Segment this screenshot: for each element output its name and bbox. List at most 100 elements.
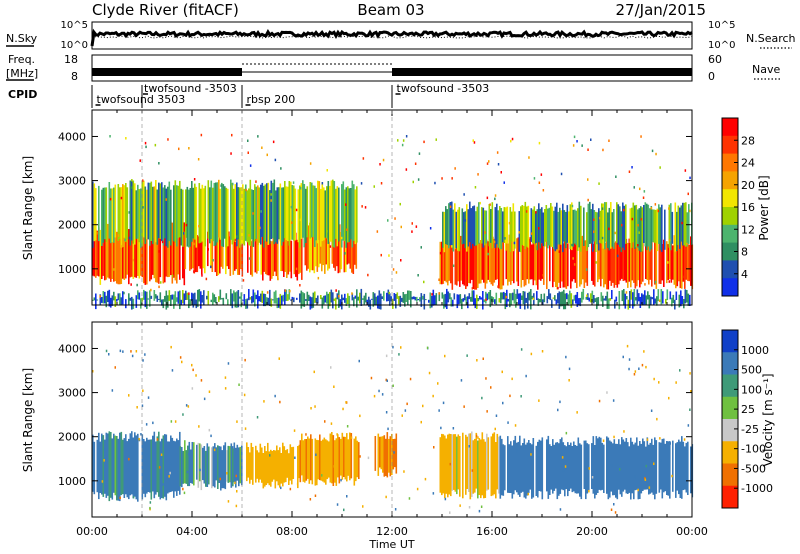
heat-streak	[653, 289, 655, 306]
heat-streak	[229, 446, 231, 483]
heat-streak	[497, 210, 500, 248]
heat-streak	[144, 226, 147, 285]
heat-speckle	[247, 151, 249, 154]
heat-streak	[579, 243, 581, 287]
heat-speckle	[495, 414, 498, 417]
heat-streak	[199, 232, 202, 269]
heat-streak	[335, 438, 338, 486]
heat-streak	[210, 180, 213, 239]
heat-streak	[338, 187, 340, 242]
heat-streak	[590, 209, 593, 244]
heat-streak	[325, 439, 327, 485]
heat-speckle	[226, 472, 228, 475]
heat-streak	[472, 440, 475, 494]
heat-streak	[477, 440, 479, 499]
heat-speckle	[314, 494, 317, 497]
heat-streak	[162, 187, 165, 246]
heat-streak	[123, 222, 126, 280]
heat-streak	[554, 295, 556, 301]
heat-speckle	[232, 182, 234, 186]
heat-streak	[462, 243, 464, 285]
heat-streak	[627, 442, 629, 494]
heat-streak	[313, 225, 316, 274]
heat-speckle	[385, 495, 387, 499]
heat-speckle	[416, 487, 419, 491]
heat-streak	[332, 435, 335, 486]
heat-streak	[531, 244, 533, 280]
heat-streak	[281, 234, 284, 272]
heat-streak	[660, 243, 662, 284]
heat-speckle	[160, 453, 163, 456]
heat-streak	[660, 289, 663, 305]
heat-streak	[479, 296, 481, 300]
heat-streak	[641, 207, 644, 252]
heat-streak	[171, 294, 174, 300]
heat-streak	[131, 180, 133, 241]
heat-streak	[389, 293, 391, 306]
heat-streak	[451, 201, 453, 248]
heat-streak	[458, 207, 461, 252]
power-cbar-swatch	[722, 242, 738, 261]
power-cbar-swatch	[722, 153, 738, 172]
heat-streak	[640, 443, 643, 494]
heat-streak	[351, 180, 354, 248]
heat-streak	[514, 211, 516, 249]
date-title: 27/Jan/2015	[616, 1, 707, 19]
heat-speckle	[266, 291, 269, 294]
heat-streak	[328, 231, 331, 269]
heat-speckle	[119, 496, 121, 500]
heat-streak	[330, 289, 333, 303]
heat-speckle	[340, 478, 342, 482]
heat-streak	[341, 184, 343, 248]
heat-streak	[459, 294, 462, 304]
heat-streak	[686, 212, 689, 247]
heat-speckle	[563, 447, 566, 451]
heat-streak	[586, 443, 589, 494]
heat-streak	[289, 444, 292, 481]
heat-streak	[577, 437, 580, 494]
heat-speckle	[528, 156, 530, 159]
heat-speckle	[642, 196, 645, 199]
heat-streak	[120, 230, 123, 284]
heat-streak	[520, 206, 522, 253]
heat-streak	[279, 293, 282, 309]
velocity-cbar-swatch	[722, 352, 738, 375]
heat-streak	[609, 440, 611, 498]
heat-streak	[168, 225, 171, 277]
heat-speckle	[355, 445, 357, 449]
nave-tick-top: 60	[708, 53, 722, 66]
heat-streak	[616, 240, 619, 288]
heat-streak	[270, 449, 272, 487]
heat-streak	[152, 227, 154, 275]
heat-streak	[667, 441, 670, 496]
heat-streak	[454, 240, 457, 285]
heat-speckle	[409, 377, 412, 381]
heat-streak	[282, 442, 284, 487]
heat-streak	[181, 447, 183, 488]
heat-speckle	[403, 470, 405, 473]
heat-streak	[518, 293, 520, 305]
heat-streak	[540, 440, 542, 492]
heat-streak	[504, 445, 506, 491]
heat-streak	[462, 298, 465, 302]
heat-speckle	[573, 263, 576, 266]
heat-streak	[265, 451, 268, 485]
heat-streak	[511, 445, 514, 499]
heat-streak	[537, 298, 540, 306]
heat-speckle	[227, 362, 230, 365]
heat-speckle	[310, 407, 312, 410]
heat-streak	[679, 235, 682, 289]
heat-speckle	[185, 404, 188, 407]
heat-streak	[159, 183, 162, 239]
heat-streak	[206, 443, 209, 487]
heat-speckle	[669, 442, 671, 445]
heat-speckle	[572, 257, 574, 260]
heat-streak	[237, 234, 239, 275]
heat-speckle	[481, 396, 483, 400]
heat-streak	[661, 204, 663, 252]
heat-streak	[591, 290, 594, 303]
heat-speckle	[610, 508, 613, 511]
heat-streak	[613, 242, 616, 288]
heat-streak	[114, 435, 117, 496]
